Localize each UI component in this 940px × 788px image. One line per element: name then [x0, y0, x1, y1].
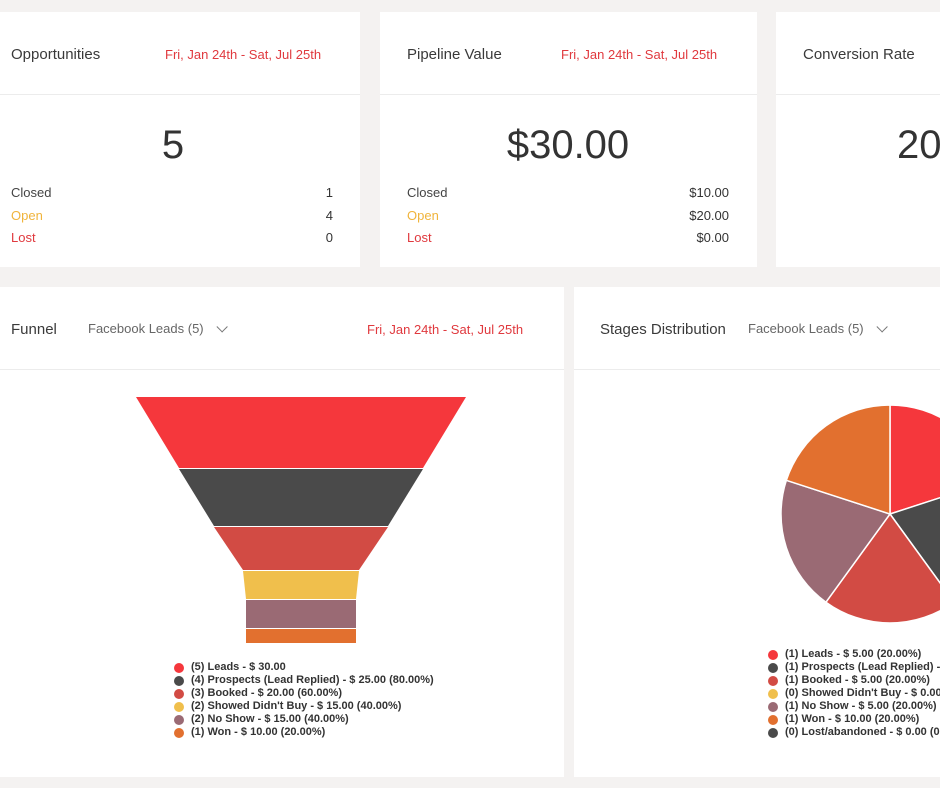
opportunities-card: Opportunities Fri, Jan 24th - Sat, Jul 2…	[0, 12, 360, 267]
pie-slice-prospects-lead-replied-[interactable]	[888, 480, 940, 602]
panel-header: Funnel	[0, 287, 564, 370]
legend-label: (0) Showed Didn't Buy - $ 0.00 (0.00%)	[785, 687, 940, 699]
legend-dot	[174, 727, 184, 738]
legend-label: (1) Booked - $ 5.00 (20.00%)	[785, 674, 930, 686]
panel-header: Stages Distribution	[574, 287, 940, 370]
legend-item[interactable]: (1) Leads - $ 5.00 (20.00%)	[768, 648, 940, 661]
pie-slice-booked[interactable]	[824, 512, 940, 624]
card-title: Opportunities	[11, 46, 101, 63]
legend-dot	[768, 701, 778, 712]
legend-item[interactable]: (3) Booked - $ 20.00 (60.00%)	[174, 687, 434, 700]
funnel-date-range[interactable]: Fri, Jan 24th - Sat, Jul 25th	[367, 322, 524, 337]
legend-item[interactable]: (1) Prospects (Lead Replied) - $ 5.00 (2…	[768, 661, 940, 674]
opportunities-count: 5	[161, 123, 185, 167]
funnel-legend: (5) Leads - $ 30.00 (4) Prospects (Lead …	[174, 661, 434, 739]
panel-title: Stages Distribution	[600, 321, 726, 338]
legend-label: (1) Won - $ 10.00 (20.00%)	[785, 713, 920, 725]
lost-label: Lost	[407, 230, 432, 245]
stages-pie-chart	[780, 404, 940, 624]
closed-value: 1	[325, 185, 333, 200]
legend-dot	[174, 714, 184, 725]
funnel-segment-leads[interactable]	[136, 397, 466, 468]
legend-item[interactable]: (0) Showed Didn't Buy - $ 0.00 (0.00%)	[768, 687, 940, 700]
legend-label: (1) No Show - $ 5.00 (20.00%)	[785, 700, 937, 712]
legend-item[interactable]: (1) Won - $ 10.00 (20.00%)	[768, 713, 940, 726]
legend-label: (4) Prospects (Lead Replied) - $ 25.00 (…	[191, 674, 434, 686]
closed-value: $10.00	[689, 185, 729, 200]
legend-dot	[768, 662, 778, 673]
legend-item[interactable]: (2) Showed Didn't Buy - $ 15.00 (40.00%)	[174, 700, 434, 713]
closed-label: Closed	[407, 185, 448, 200]
legend-item[interactable]: (1) No Show - $ 5.00 (20.00%)	[768, 700, 940, 713]
legend-dot	[768, 675, 778, 686]
open-label: Open	[407, 208, 439, 223]
dropdown-value: Facebook Leads (5)	[748, 321, 864, 336]
pipeline-value: $30.00	[506, 123, 630, 167]
legend-item[interactable]: (0) Lost/abandoned - $ 0.00 (0.00%)	[768, 726, 940, 739]
legend-label: (2) Showed Didn't Buy - $ 15.00 (40.00%)	[191, 700, 402, 712]
date-range[interactable]: Fri, Jan 24th - Sat, Jul 25th	[561, 47, 718, 62]
open-value: $20.00	[689, 208, 729, 223]
card-title: Pipeline Value	[407, 46, 502, 63]
legend-item[interactable]: (4) Prospects (Lead Replied) - $ 25.00 (…	[174, 674, 434, 687]
legend-label: (3) Booked - $ 20.00 (60.00%)	[191, 687, 343, 699]
legend-label: (1) Won - $ 10.00 (20.00%)	[191, 726, 326, 738]
closed-label: Closed	[11, 185, 52, 200]
legend-item[interactable]: (1) Booked - $ 5.00 (20.00%)	[768, 674, 940, 687]
lost-label: Lost	[11, 230, 36, 245]
funnel-segment-won[interactable]	[246, 629, 356, 643]
funnel-segment-prospects-lead-replied-[interactable]	[179, 469, 423, 526]
funnel-pipeline-dropdown[interactable]: Facebook Leads (5)	[88, 321, 228, 336]
panel-title: Funnel	[11, 321, 57, 338]
legend-dot	[174, 675, 184, 686]
conversion-rate-value: 20	[897, 123, 940, 167]
funnel-chart	[136, 397, 466, 643]
pie-slice-won[interactable]	[785, 404, 891, 516]
stages-legend: (1) Leads - $ 5.00 (20.00%) (1) Prospect…	[768, 648, 940, 739]
date-range[interactable]: Fri, Jan 24th - Sat, Jul 25th	[165, 47, 322, 62]
pie-slice-no-show[interactable]	[780, 479, 892, 604]
card-header: Pipeline Value Fri, Jan 24th - Sat, Jul …	[380, 12, 757, 95]
legend-dot	[174, 662, 184, 673]
conversion-rate-card: Conversion Rate 20	[776, 12, 940, 267]
legend-dot	[174, 688, 184, 699]
pipeline-value-card: Pipeline Value Fri, Jan 24th - Sat, Jul …	[380, 12, 757, 267]
legend-label: (0) Lost/abandoned - $ 0.00 (0.00%)	[785, 726, 940, 738]
legend-label: (5) Leads - $ 30.00	[191, 661, 286, 673]
legend-item[interactable]: (1) Won - $ 10.00 (20.00%)	[174, 726, 434, 739]
funnel-segment-booked[interactable]	[214, 527, 388, 570]
legend-dot	[768, 727, 778, 738]
legend-dot	[768, 714, 778, 725]
legend-label: (1) Leads - $ 5.00 (20.00%)	[785, 648, 922, 660]
legend-item[interactable]: (2) No Show - $ 15.00 (40.00%)	[174, 713, 434, 726]
legend-dot	[768, 688, 778, 699]
legend-dot	[768, 649, 778, 660]
open-value: 4	[325, 208, 333, 223]
stages-pipeline-dropdown[interactable]: Facebook Leads (5)	[748, 321, 888, 336]
funnel-segment-no-show[interactable]	[246, 600, 356, 628]
legend-dot	[174, 701, 184, 712]
legend-label: (1) Prospects (Lead Replied) - $ 5.00 (2…	[785, 661, 940, 673]
lost-value: 0	[325, 230, 333, 245]
funnel-segment-showed-didn-t-buy[interactable]	[243, 571, 359, 599]
lost-value: $0.00	[696, 230, 729, 245]
card-title: Conversion Rate	[803, 46, 915, 63]
open-label: Open	[11, 208, 43, 223]
card-header: Opportunities Fri, Jan 24th - Sat, Jul 2…	[0, 12, 360, 95]
legend-item[interactable]: (5) Leads - $ 30.00	[174, 661, 434, 674]
legend-label: (2) No Show - $ 15.00 (40.00%)	[191, 713, 349, 725]
pie-slice-leads[interactable]	[889, 404, 940, 516]
card-header: Conversion Rate	[776, 12, 940, 95]
dropdown-value: Facebook Leads (5)	[88, 321, 204, 336]
